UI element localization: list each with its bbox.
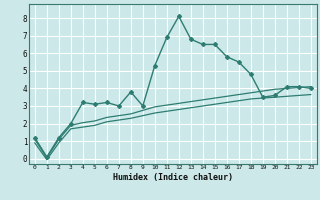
X-axis label: Humidex (Indice chaleur): Humidex (Indice chaleur)	[113, 173, 233, 182]
